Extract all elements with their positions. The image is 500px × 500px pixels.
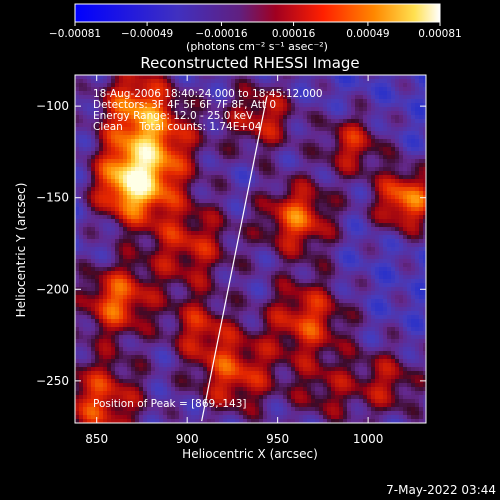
- x-tick-label: 900: [176, 432, 199, 446]
- info-line: Energy Range: 12.0 - 25.0 keV: [93, 110, 254, 122]
- colorbar-tick-label: −0.00049: [121, 28, 173, 40]
- y-axis-label: Heliocentric Y (arcsec): [14, 183, 28, 318]
- colorbar-tick-label: −0.00016: [195, 28, 248, 40]
- footer-timestamp: 7-May-2022 03:44: [386, 483, 496, 497]
- colorbar-tick-label: 0.00049: [346, 28, 389, 40]
- y-tick-label: −200: [36, 282, 69, 296]
- solar-limb-line: [201, 96, 268, 422]
- info-line: 18-Aug-2006 18:40:24.000 to 18:45:12.000: [93, 88, 323, 100]
- colorbar-tick-label: −0.00081: [49, 28, 101, 40]
- colorbar-tick-label: 0.00016: [272, 28, 316, 40]
- chart-title: Reconstructed RHESSI Image: [140, 54, 359, 72]
- colorbar: [74, 3, 441, 23]
- info-line: Clean Total counts: 1.74E+04: [93, 121, 262, 133]
- colorbar-tick-label: 0.00081: [418, 28, 461, 40]
- peak-position-label: Position of Peak = [869,-143]: [93, 398, 247, 410]
- x-axis: 850 900 950 1000: [85, 75, 383, 446]
- y-axis: −100 −150 −200 −250: [36, 99, 426, 388]
- y-tick-label: −150: [36, 191, 69, 205]
- x-tick-label: 850: [85, 432, 108, 446]
- x-tick-label: 950: [266, 432, 289, 446]
- info-block: 18-Aug-2006 18:40:24.000 to 18:45:12.000…: [93, 88, 323, 133]
- colorbar-ticks: −0.00081 −0.00049 −0.00016 0.00016 0.00049 0.…: [49, 22, 462, 40]
- x-tick-label: 1000: [353, 432, 384, 446]
- heatmap-cells: [75, 75, 426, 423]
- info-line: Detectors: 3F 4F 5F 6F 7F 8F, Att 0: [93, 99, 276, 111]
- plot-frame: [74, 74, 427, 424]
- y-tick-label: −250: [36, 374, 69, 388]
- x-axis-label: Heliocentric X (arcsec): [182, 447, 318, 461]
- y-tick-label: −100: [36, 99, 69, 113]
- colorbar-unit-label: (photons cm⁻² s⁻¹ asec⁻²): [186, 40, 328, 53]
